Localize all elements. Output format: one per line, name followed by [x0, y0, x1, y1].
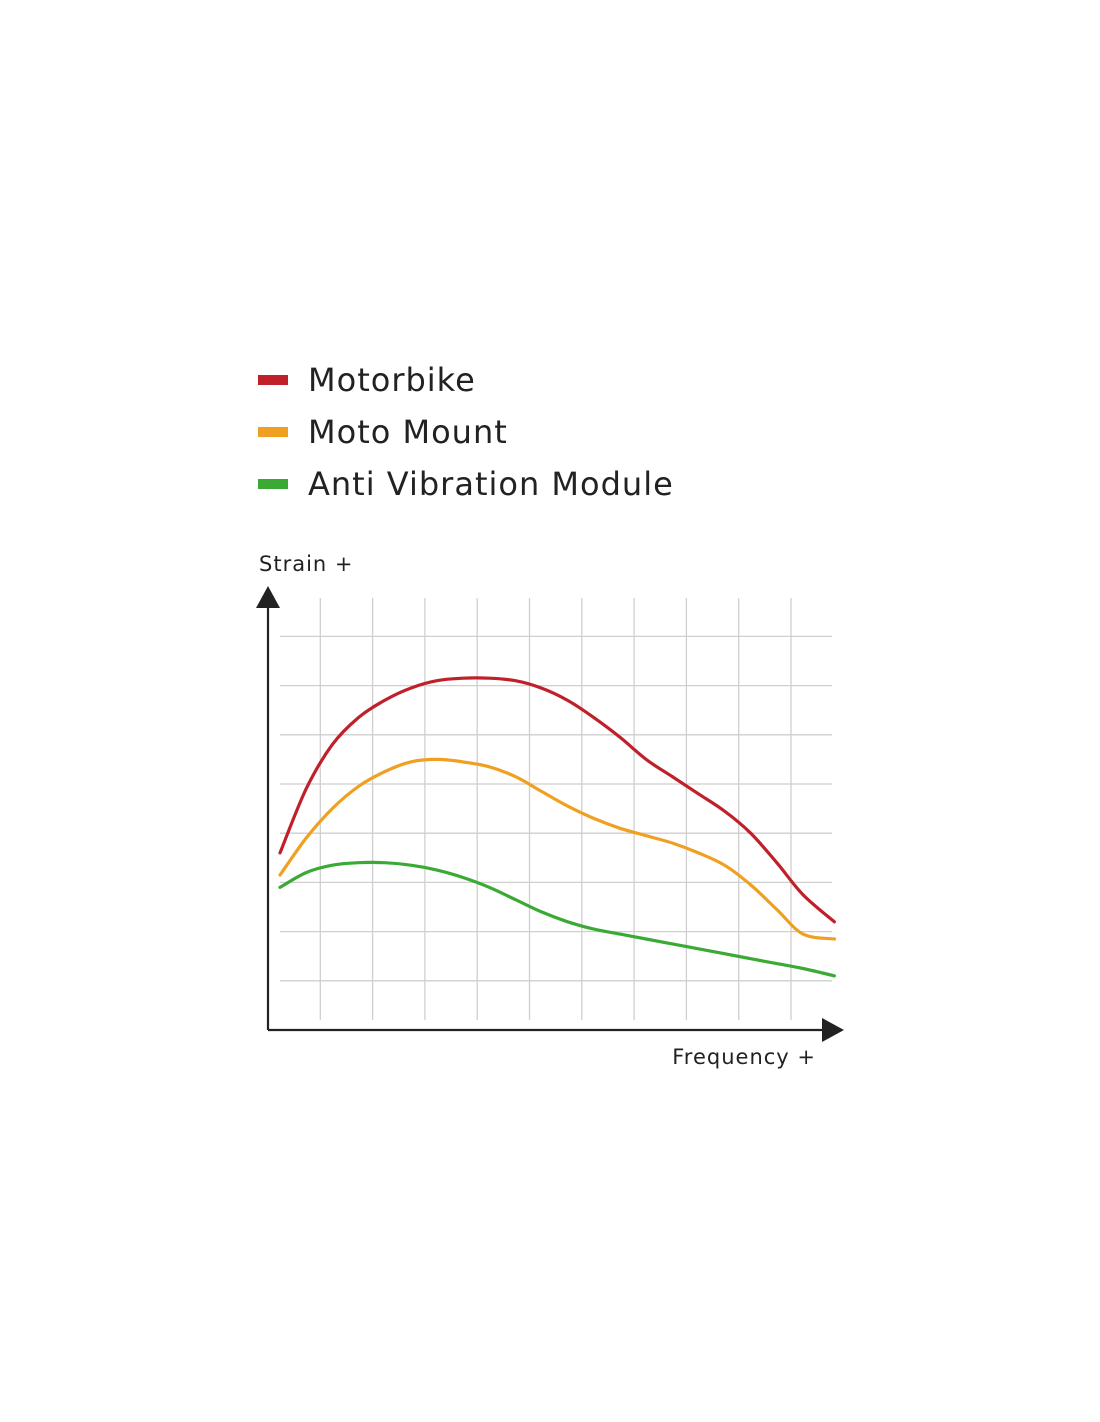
legend-swatch: [258, 427, 288, 437]
x-axis-label: Frequency +: [672, 1045, 816, 1069]
legend-label: Anti Vibration Module: [308, 465, 674, 503]
series-line-moto-mount: [278, 757, 836, 941]
series-line-motorbike: [278, 676, 836, 924]
legend-swatch: [258, 375, 288, 385]
series-lines: [278, 676, 836, 978]
y-axis-arrow-icon: [256, 586, 280, 608]
legend-label: Motorbike: [308, 361, 476, 399]
legend-swatch: [258, 479, 288, 489]
axes: Strain + Frequency +: [256, 552, 844, 1069]
series-line-anti-vibration-module: [278, 860, 836, 978]
legend-label: Moto Mount: [308, 413, 508, 451]
grid: [280, 598, 832, 1020]
legend: Motorbike Moto Mount Anti Vibration Module: [258, 361, 674, 503]
x-axis-arrow-icon: [822, 1018, 844, 1042]
y-axis-label: Strain +: [259, 552, 353, 576]
